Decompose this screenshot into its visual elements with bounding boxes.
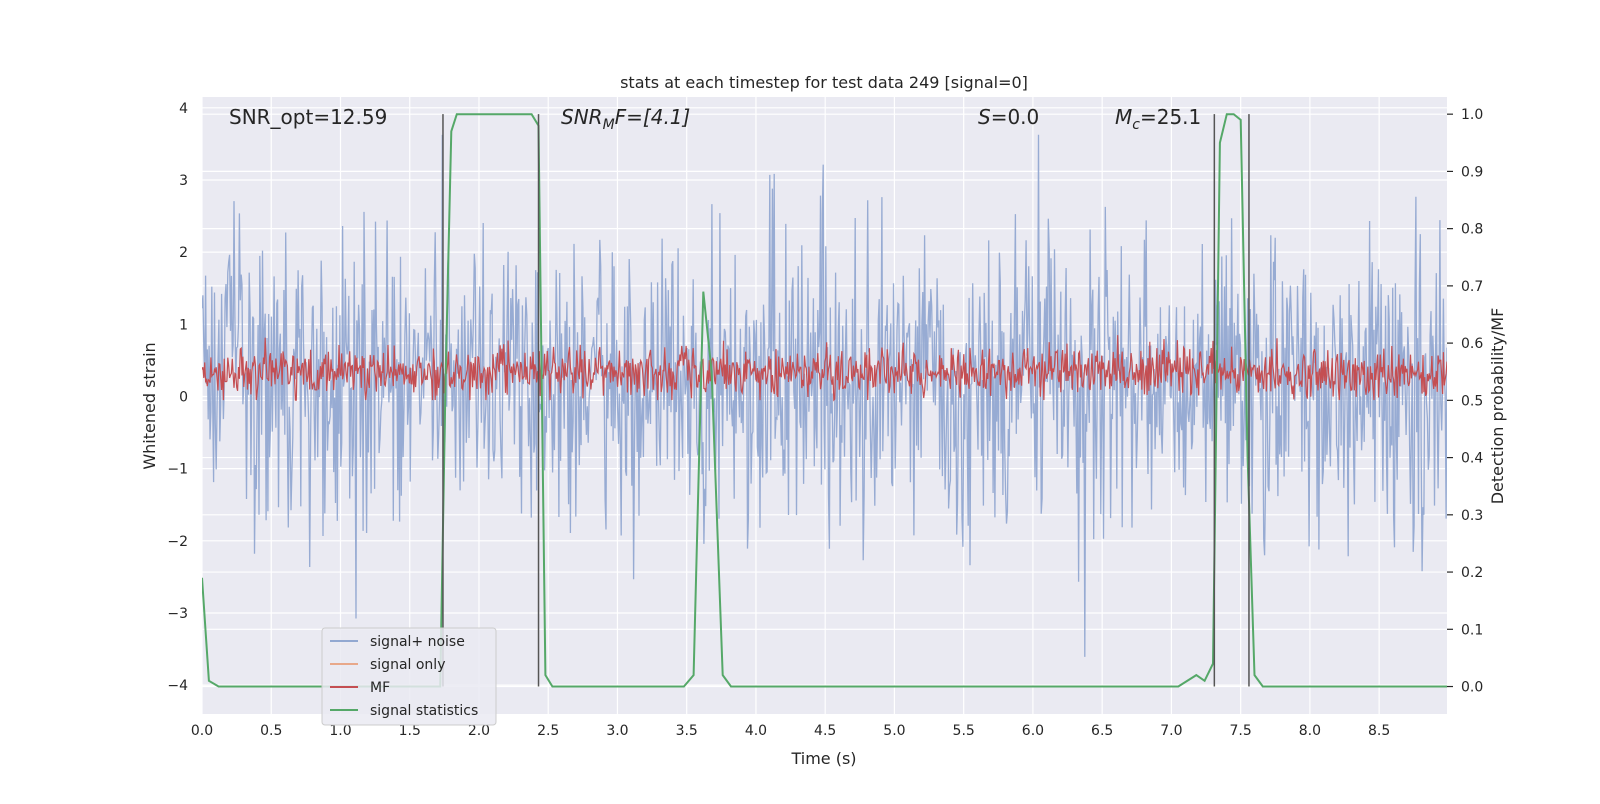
x-tick-label: 4.5 (814, 723, 836, 739)
y-tick-label-left: 1 (179, 317, 188, 333)
legend-label-mf: MF (370, 680, 390, 696)
x-tick-label: 3.0 (606, 723, 628, 739)
x-tick-label: 7.0 (1160, 723, 1182, 739)
x-tick-label: 1.0 (329, 723, 351, 739)
annotation-mc: Mc=25.1 (1115, 105, 1201, 133)
y-tick-label-right: 0.5 (1461, 393, 1483, 409)
x-tick-label: 2.0 (468, 723, 490, 739)
x-tick-label: 6.5 (1091, 723, 1113, 739)
series-signal-statistics (202, 113, 1447, 688)
legend-label-signal-only: signal only (370, 657, 445, 673)
y-tick-label-left: −4 (167, 678, 188, 694)
y-tick-label-left: −2 (167, 534, 188, 550)
y-tick-label-right: 0.4 (1461, 451, 1483, 467)
y-axis-label-right: Detection probability/MF (1488, 308, 1507, 505)
y-tick-label-right: 0.2 (1461, 565, 1483, 581)
y-tick-label-left: −3 (167, 606, 188, 622)
y-tick-label-right: 0.0 (1461, 680, 1483, 696)
vertical-lines (442, 114, 1250, 687)
y-tick-label-left: 4 (179, 101, 188, 117)
legend: signal+ noise signal only MF signal stat… (321, 627, 497, 726)
x-tick-label: 7.5 (1230, 723, 1252, 739)
y-tick-label-left: 2 (179, 245, 188, 261)
y-tick-label-right: 0.6 (1461, 336, 1483, 352)
y-tick-label-right: 0.9 (1461, 164, 1483, 180)
y-tick-label-left: −1 (167, 462, 188, 478)
legend-box (321, 627, 497, 726)
chart-title: stats at each timestep for test data 249… (620, 73, 1028, 92)
ticks: 0.0 0.5 1.0 1.5 2.0 2.5 3.0 3.5 4.0 4.5 5.0 5.5 6.0 6… (167, 101, 1483, 739)
legend-label-signal-statistics: signal statistics (370, 703, 478, 719)
series-layer (202, 113, 1447, 688)
x-tick-label: 1.5 (399, 723, 421, 739)
x-axis-label: Time (s) (790, 749, 856, 768)
annotation-s: S=0.0 (978, 105, 1039, 129)
legend-label-signal-noise: signal+ noise (370, 634, 465, 650)
series-signal-noise (202, 134, 1447, 657)
annotation-snr-opt: SNR_opt=12.59 (229, 105, 387, 129)
x-tick-label: 8.0 (1299, 723, 1321, 739)
x-tick-label: 2.5 (537, 723, 559, 739)
x-tick-label: 0.0 (191, 723, 213, 739)
annotation-snr-mf: SNRMF=[4.1] (561, 105, 690, 133)
y-tick-label-right: 1.0 (1461, 107, 1483, 123)
x-tick-label: 4.0 (745, 723, 767, 739)
y-tick-label-right: 0.1 (1461, 622, 1483, 638)
x-tick-label: 5.5 (953, 723, 975, 739)
x-tick-label: 6.0 (1022, 723, 1044, 739)
x-tick-label: 5.0 (883, 723, 905, 739)
y-tick-label-left: 0 (179, 389, 188, 405)
x-tick-label: 0.5 (260, 723, 282, 739)
y-tick-label-left: 3 (179, 173, 188, 189)
y-tick-label-right: 0.7 (1461, 279, 1483, 295)
series-mf (202, 335, 1447, 402)
y-axis-label-left: Whitened strain (140, 342, 159, 469)
y-tick-label-right: 0.3 (1461, 508, 1483, 524)
y-tick-label-right: 0.8 (1461, 222, 1483, 238)
x-tick-label: 3.5 (676, 723, 698, 739)
x-tick-label: 8.5 (1368, 723, 1390, 739)
